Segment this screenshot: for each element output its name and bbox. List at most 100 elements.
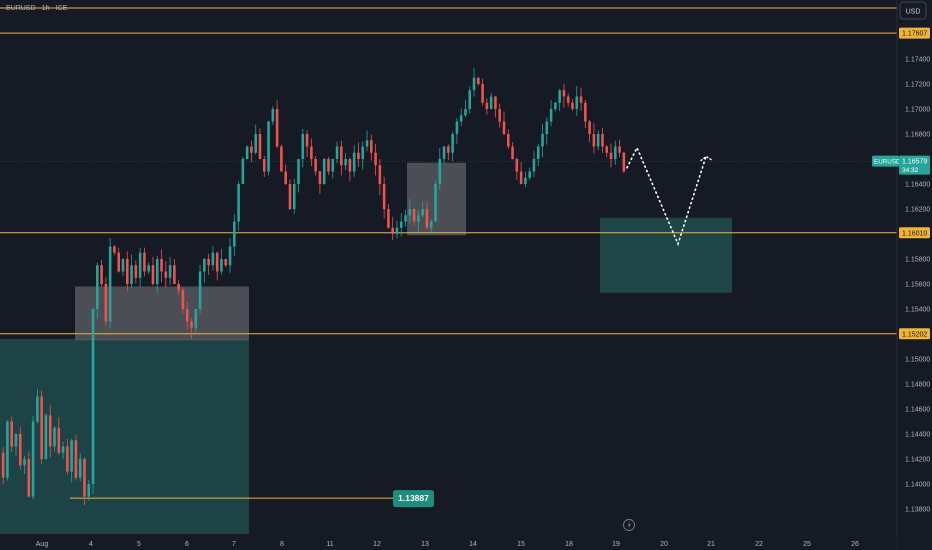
x-tick-label: 6	[185, 541, 189, 548]
candle-body	[459, 115, 463, 122]
candle	[361, 141, 365, 170]
candle-body	[399, 221, 403, 228]
candle	[14, 433, 18, 457]
candle	[224, 258, 228, 267]
candle-body	[121, 259, 125, 272]
candle-body	[352, 152, 356, 172]
candle	[203, 257, 206, 283]
candle-body	[147, 265, 150, 272]
candle	[117, 247, 121, 273]
x-tick-label: 12	[373, 541, 381, 548]
candle-body	[245, 146, 249, 159]
candle-body	[361, 146, 365, 159]
y-tick-label: 1.13800	[905, 507, 930, 514]
candle	[83, 457, 86, 506]
candle	[61, 441, 65, 459]
candle-body	[468, 90, 472, 109]
candle-body	[104, 284, 108, 322]
y-tick-label: 1.14200	[905, 457, 930, 464]
candle	[335, 141, 339, 164]
y-tick-label: 1.16200	[905, 207, 930, 214]
candle-body	[292, 184, 296, 209]
candle	[155, 255, 159, 293]
candle	[352, 145, 356, 178]
candle-body	[605, 146, 609, 153]
candle	[622, 151, 626, 174]
candle	[275, 100, 279, 149]
level-price-badge	[899, 227, 930, 239]
candle-body	[554, 102, 557, 109]
candle-body	[96, 265, 99, 309]
lightning-icon[interactable]	[623, 519, 635, 531]
candle-body	[391, 227, 394, 234]
candle	[412, 208, 416, 226]
candle	[477, 76, 480, 86]
x-tick-label: 26	[851, 541, 859, 548]
candle	[143, 247, 146, 277]
candle-body	[237, 184, 240, 222]
candle	[498, 103, 501, 128]
x-tick-label: 4	[89, 541, 93, 548]
x-tick-label: 22	[755, 541, 763, 548]
candle-body	[228, 246, 232, 266]
x-tick-label: Aug	[36, 541, 49, 548]
candle	[438, 148, 442, 190]
candle-body	[177, 284, 180, 291]
candle-body	[288, 184, 292, 209]
candle-body	[155, 259, 159, 284]
currency-button-frame[interactable]	[899, 1, 927, 20]
x-tick-label: 25	[803, 541, 811, 548]
candle-body	[494, 96, 497, 109]
candle-body	[335, 146, 339, 159]
candle	[511, 142, 514, 160]
candle-body	[297, 159, 300, 184]
candle-body	[618, 146, 621, 153]
candle-body	[130, 265, 133, 284]
candle-body	[519, 171, 523, 184]
low-marker-badge[interactable]	[393, 490, 434, 508]
candle	[378, 159, 382, 196]
candle-body	[113, 246, 116, 253]
candle	[138, 247, 142, 288]
candle	[160, 249, 163, 283]
currency-button-label[interactable]: USD	[906, 9, 921, 16]
candle-body	[472, 77, 476, 91]
candle-body	[344, 159, 347, 166]
candle-body	[138, 252, 142, 278]
candle-body	[357, 152, 360, 159]
y-tick-label: 1.14400	[905, 432, 930, 439]
y-tick-label: 1.16800	[905, 132, 930, 139]
candle-body	[575, 96, 579, 109]
candle	[245, 145, 249, 160]
currency-button[interactable]: USD	[899, 1, 927, 20]
candle-body	[455, 121, 459, 134]
candle	[468, 86, 472, 114]
candle-body	[190, 321, 193, 328]
candle	[571, 99, 574, 111]
candle-body	[434, 184, 437, 222]
candle-body	[438, 159, 442, 184]
candle-body	[151, 265, 155, 284]
low-marker-label[interactable]: 1.13887	[393, 490, 434, 508]
candle	[96, 262, 99, 319]
candle	[168, 256, 172, 285]
candle	[549, 99, 553, 127]
symbol-title[interactable]: EURUSD · 1h · ICE	[6, 5, 68, 12]
x-tick-label: 8	[280, 541, 284, 548]
candle-body	[549, 109, 553, 122]
candle-body	[310, 146, 313, 159]
candle	[74, 435, 78, 481]
candle-body	[545, 121, 549, 134]
candle	[434, 180, 437, 222]
candle	[391, 216, 394, 241]
symbol-badge-text: EURUSD	[874, 159, 901, 166]
candle-body	[254, 134, 257, 153]
x-tick-label: 20	[660, 541, 668, 548]
candle-body	[541, 134, 544, 147]
candle	[566, 93, 570, 107]
candle-body	[596, 134, 600, 147]
candle-body	[536, 146, 540, 159]
candle	[250, 140, 253, 163]
